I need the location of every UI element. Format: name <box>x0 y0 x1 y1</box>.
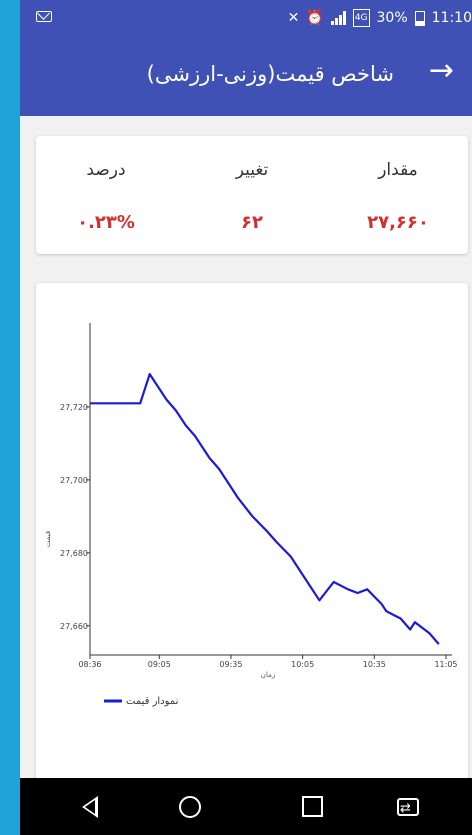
price-chart[interactable]: 27,660 27,680 27,700 27,720 08:36 09:05 09:35 1… <box>36 283 468 783</box>
summary-value: ۰.۲۳% <box>77 212 135 233</box>
arrow-right-icon[interactable]: → <box>428 53 454 88</box>
phone-screen: ✕ ⏰ 4G 30% 11:10 شاخص قیمت(وزنی-ارزشی) →… <box>20 0 472 835</box>
x-tick-label: 08:36 <box>78 660 101 669</box>
summary-card: مقدار ۲۷,۶۶۰ تغییر ۶۲ درصد ۰.۲۳% <box>36 136 468 254</box>
summary-amount: مقدار ۲۷,۶۶۰ <box>328 136 468 233</box>
battery-icon <box>414 10 425 26</box>
page-title: شاخص قیمت(وزنی-ارزشی) <box>146 62 394 86</box>
battery-percent: 30% <box>376 10 408 26</box>
summary-value: ۶۲ <box>241 212 263 233</box>
alarm-icon: ⏰ <box>306 10 324 26</box>
mail-icon <box>36 11 52 22</box>
x-tick-label: 09:35 <box>219 660 242 669</box>
app-bar: شاخص قیمت(وزنی-ارزشی) → <box>20 36 472 116</box>
summary-value: ۲۷,۶۶۰ <box>367 212 429 233</box>
clock: 11:10 <box>431 10 472 26</box>
y-axis-label: قیمت <box>44 531 52 547</box>
switch-apps-icon[interactable] <box>392 792 424 824</box>
mute-icon: ✕ <box>287 10 300 26</box>
y-tick-label: 27,720 <box>60 403 88 412</box>
price-chart-card: 27,660 27,680 27,700 27,720 08:36 09:05 09:35 1… <box>36 283 468 783</box>
summary-header: درصد <box>86 160 126 180</box>
status-bar: ✕ ⏰ 4G 30% 11:10 <box>20 0 472 36</box>
overview-square-icon[interactable] <box>296 792 328 822</box>
signal-icon <box>330 11 346 25</box>
network-badge: 4G <box>352 9 370 27</box>
home-circle-icon[interactable] <box>174 792 206 822</box>
y-tick-label: 27,700 <box>60 476 88 485</box>
y-tick-label: 27,680 <box>60 549 88 558</box>
summary-header: مقدار <box>378 160 418 180</box>
x-tick-label: 10:05 <box>291 660 314 669</box>
x-tick-label: 09:05 <box>148 660 171 669</box>
series-line <box>90 372 440 645</box>
navigation-bar <box>20 778 472 835</box>
y-tick-label: 27,660 <box>60 622 88 631</box>
x-tick-label: 11:05 <box>434 660 457 669</box>
x-axis-label: زمان <box>261 671 275 679</box>
legend-label: نمودار قیمت <box>126 696 178 707</box>
summary-percent: درصد ۰.۲۳% <box>36 136 176 233</box>
back-triangle-icon[interactable] <box>74 792 106 822</box>
summary-change: تغییر ۶۲ <box>182 136 322 233</box>
x-tick-label: 10:35 <box>363 660 386 669</box>
summary-header: تغییر <box>235 160 269 180</box>
